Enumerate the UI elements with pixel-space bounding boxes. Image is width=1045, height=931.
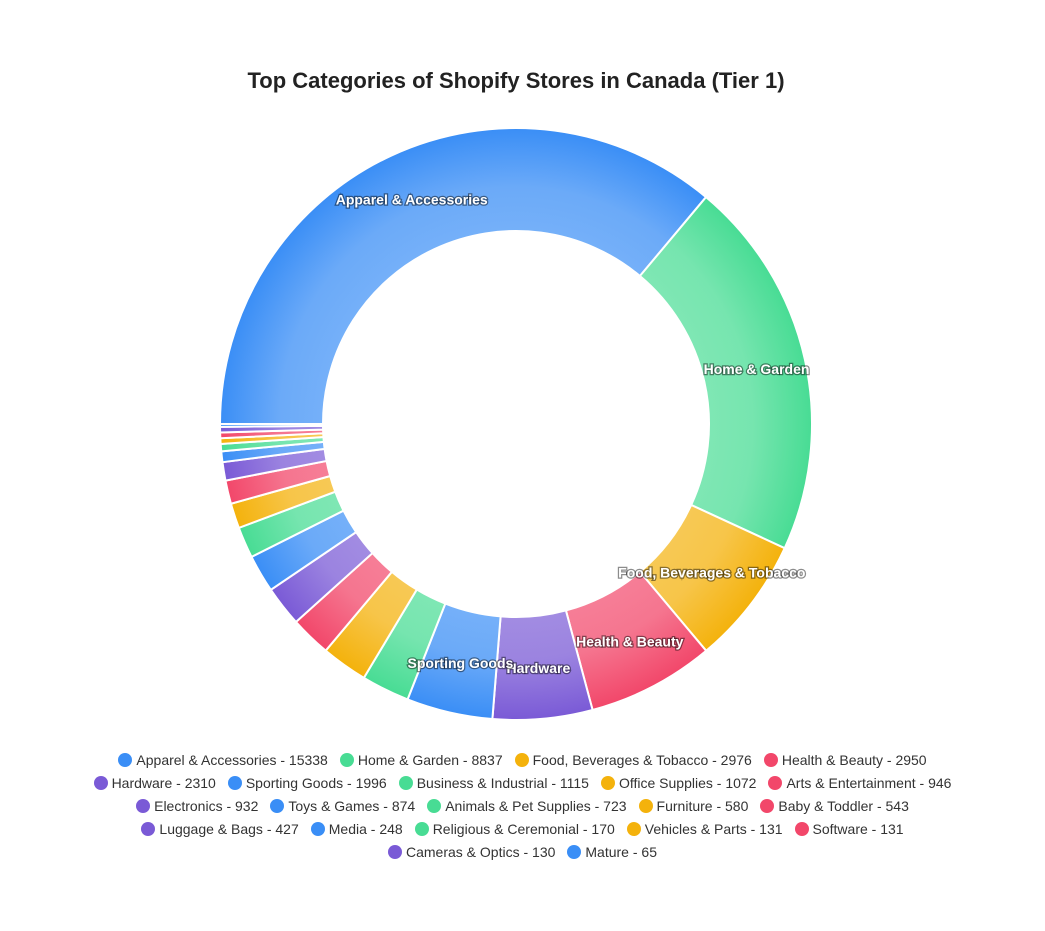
legend-label: Hardware - 2310 [111,775,216,791]
legend-label: Home & Garden - 8837 [357,752,503,768]
legend-marker [141,822,156,836]
legend-marker [626,822,641,836]
legend-label: Software - 131 [812,821,904,837]
slice [218,127,708,425]
legend-item[interactable]: Media - 248 [310,819,403,839]
legend-label: Business & Industrial - 1115 [416,775,589,791]
legend-marker [136,799,151,813]
legend-label: Luggage & Bags - 427 [159,821,299,837]
legend-item[interactable]: Business & Industrial - 1115 [398,773,589,793]
legend-label: Electronics - 932 [154,798,259,814]
legend-label: Office Supplies - 1072 [618,775,757,791]
legend-item[interactable]: Software - 131 [794,819,904,839]
legend-label: Vehicles & Parts - 131 [644,821,783,837]
legend-marker [339,753,354,767]
legend-item[interactable]: Arts & Entertainment - 946 [768,773,951,793]
legend-item[interactable]: Religious & Ceremonial - 170 [414,819,615,839]
legend-item[interactable]: Sporting Goods - 1996 [227,773,387,793]
legend-label: Apparel & Accessories - 15338 [136,752,328,768]
legend-marker [310,822,325,836]
legend: Apparel & Accessories - 15338 Home & Gard… [60,750,985,862]
legend-marker [414,822,429,836]
donut-chart: Top Categories of Shopify Stores in Cana… [218,68,813,721]
legend-marker [794,822,809,836]
legend-item[interactable]: Hardware - 2310 [93,773,216,793]
legend-marker [427,799,442,813]
slice-label: Food, Beverages & Tobacco [618,564,805,580]
legend-label: Furniture - 580 [656,798,749,814]
slice-label: Health & Beauty [576,633,684,649]
legend-item[interactable]: Mature - 65 [567,842,657,862]
slice-label: Sporting Goods [408,655,514,671]
legend-marker [760,799,775,813]
legend-marker [638,799,653,813]
legend-item[interactable]: Luggage & Bags - 427 [141,819,299,839]
legend-marker [567,845,582,859]
slice-label: Hardware [506,660,570,676]
legend-item[interactable]: Food, Beverages & Tobacco - 2976 [514,750,752,770]
legend-marker [768,776,783,790]
legend-label: Religious & Ceremonial - 170 [432,821,615,837]
slice-label: Home & Garden [704,361,810,377]
legend-item[interactable]: Toys & Games - 874 [270,796,415,816]
legend-item[interactable]: Office Supplies - 1072 [600,773,757,793]
legend-marker [763,753,778,767]
legend-marker [93,776,108,790]
chart-title: Top Categories of Shopify Stores in Cana… [247,68,784,93]
legend-label: Mature - 65 [585,844,657,860]
legend-item[interactable]: Health & Beauty - 2950 [763,750,927,770]
legend-marker [398,776,413,790]
legend-item[interactable]: Electronics - 932 [136,796,258,816]
legend-item[interactable]: Cameras & Optics - 130 [388,842,555,862]
legend-label: Cameras & Optics - 130 [406,844,556,860]
legend-item[interactable]: Vehicles & Parts - 131 [626,819,783,839]
legend-item[interactable]: Apparel & Accessories - 15338 [118,750,328,770]
legend-marker [227,776,242,790]
legend-item[interactable]: Home & Garden - 8837 [339,750,503,770]
slice [638,195,813,550]
legend-item[interactable]: Animals & Pet Supplies - 723 [427,796,627,816]
legend-label: Baby & Toddler - 543 [778,798,909,814]
legend-label: Toys & Games - 874 [288,798,416,814]
legend-item[interactable]: Furniture - 580 [638,796,749,816]
legend-label: Media - 248 [328,821,403,837]
legend-item[interactable]: Baby & Toddler - 543 [760,796,909,816]
legend-label: Food, Beverages & Tobacco - 2976 [532,752,752,768]
legend-marker [118,753,133,767]
legend-marker [514,753,529,767]
legend-marker [388,845,402,859]
legend-label: Health & Beauty - 2950 [781,752,927,768]
legend-label: Animals & Pet Supplies - 723 [445,798,627,814]
slice [218,423,325,428]
legend-label: Sporting Goods - 1996 [245,775,387,791]
legend-marker [600,776,615,790]
legend-label: Arts & Entertainment - 946 [786,775,952,791]
legend-marker [270,799,285,813]
slice-label: Apparel & Accessories [336,191,488,207]
